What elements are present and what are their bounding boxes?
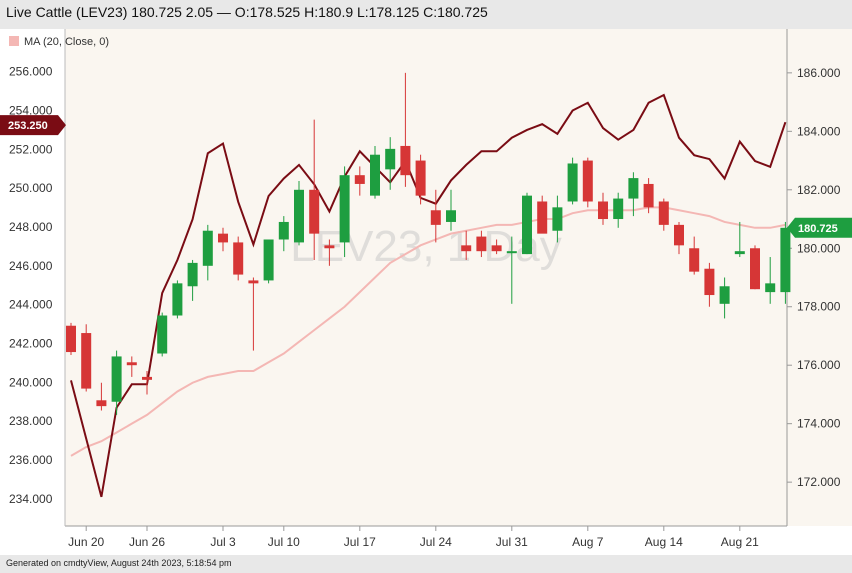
candle-body — [385, 148, 396, 170]
candle-body — [278, 221, 289, 240]
x-axis-tick-label: Jul 10 — [268, 535, 300, 549]
left-axis-tick-label: 234.000 — [9, 492, 53, 506]
left-axis-tick-label: 242.000 — [9, 337, 53, 351]
candle-body — [522, 195, 532, 255]
candle-body — [765, 283, 776, 293]
candle-body — [537, 201, 548, 234]
left-axis-tick-label: 254.000 — [9, 104, 53, 118]
chart-title: Live Cattle (LEV23) 180.725 2.05 — O:178… — [6, 4, 488, 20]
left-axis-tick-label: 248.000 — [9, 220, 53, 234]
candle-body — [674, 224, 684, 246]
candle-body — [233, 242, 244, 275]
candle-body — [780, 227, 791, 293]
x-axis-tick-label: Jul 24 — [420, 535, 452, 549]
candle-body — [142, 376, 152, 380]
overlay-line — [70, 93, 787, 498]
candle-body — [111, 356, 122, 402]
candle-body — [126, 362, 137, 366]
axis-ticks: 172.000 174.000 176.000 178.000 180.000 182.0… — [9, 65, 841, 549]
legend: MA (20, Close, 0) — [9, 36, 109, 48]
candle-body — [446, 210, 456, 222]
right-axis-tick-label: 182.000 — [797, 183, 841, 197]
right-axis-tick-label: 174.000 — [797, 417, 841, 431]
last-price-badge — [787, 217, 852, 238]
candle-body — [430, 210, 441, 225]
left-axis-tick-label: 252.000 — [9, 142, 53, 156]
legend-swatch — [9, 36, 19, 46]
candle-body — [81, 333, 92, 389]
right-axis-tick-label: 184.000 — [797, 124, 841, 138]
candle-body — [598, 201, 608, 220]
right-axis-tick-label: 176.000 — [797, 358, 841, 372]
candle-body — [400, 145, 411, 176]
candle-body — [643, 183, 654, 208]
candle-body — [476, 236, 487, 252]
candle-body — [324, 245, 335, 249]
left-axis-tick-label: 244.000 — [9, 298, 53, 312]
candle-body — [719, 286, 730, 304]
candle-body — [263, 239, 274, 281]
left-axis-tick-label: 246.000 — [9, 259, 53, 273]
price-chart[interactable]: LEV23, 1 Day 172.000 174.000 176.000 178.00… — [0, 29, 852, 555]
candle-body — [66, 325, 76, 353]
candle-body — [613, 198, 624, 220]
candle-body — [506, 251, 517, 254]
chart-watermark: LEV23, 1 Day — [290, 222, 562, 271]
right-axis-tick-label: 186.000 — [797, 66, 841, 80]
candle-body — [734, 251, 745, 255]
candle-body — [491, 245, 502, 252]
candle-body — [202, 230, 213, 266]
candle-body — [658, 201, 669, 225]
chart-area[interactable]: LEV23, 1 Day 172.000 174.000 176.000 178.00… — [0, 29, 852, 555]
overlay-value-label: 253.250 — [8, 120, 48, 132]
candle-body — [339, 175, 350, 243]
footer-credit: Generated on cmdtyView, August 24th 2023… — [6, 558, 232, 568]
candle-body — [370, 154, 380, 196]
candle-body — [218, 233, 228, 243]
left-axis-tick-label: 250.000 — [9, 181, 53, 195]
candle-body — [704, 268, 715, 296]
candle-body — [157, 315, 168, 354]
last-price-label: 180.725 — [798, 223, 838, 235]
overlay-value-badge — [0, 115, 66, 136]
overlay-layer — [70, 93, 787, 498]
candles-layer — [66, 72, 791, 415]
x-axis-tick-label: Jun 20 — [68, 535, 104, 549]
candle-body — [96, 400, 107, 407]
candle-body — [567, 163, 578, 202]
x-axis-tick-label: Aug 14 — [645, 535, 683, 549]
candle-body — [172, 283, 183, 316]
x-axis-tick-label: Aug 21 — [721, 535, 759, 549]
candle-body — [750, 248, 760, 290]
left-axis-tick-label: 236.000 — [9, 453, 53, 467]
candle-body — [248, 280, 259, 284]
x-axis-tick-label: Jul 17 — [344, 535, 376, 549]
right-axis-background — [787, 29, 852, 526]
candle-body — [415, 160, 426, 196]
x-axis-tick-label: Jul 31 — [496, 535, 528, 549]
right-axis-tick-label: 172.000 — [797, 475, 841, 489]
left-axis-tick-label: 240.000 — [9, 375, 53, 389]
x-axis-tick-label: Jun 26 — [129, 535, 165, 549]
candle-body — [689, 248, 700, 272]
legend-label: MA (20, Close, 0) — [24, 36, 109, 48]
candle-body — [628, 178, 639, 199]
candle-body — [461, 245, 472, 252]
x-axis-tick-label: Aug 7 — [572, 535, 604, 549]
left-axis-tick-label: 256.000 — [9, 65, 53, 79]
candle-body — [294, 189, 304, 243]
right-axis-tick-label: 180.000 — [797, 241, 841, 255]
candle-body — [354, 175, 365, 184]
candle-body — [187, 262, 198, 287]
badges: 180.725 253.250 — [0, 115, 852, 238]
plot-background — [65, 29, 787, 526]
right-axis-tick-label: 178.000 — [797, 300, 841, 314]
left-axis-tick-label: 238.000 — [9, 414, 53, 428]
x-axis-tick-label: Jul 3 — [210, 535, 236, 549]
candle-body — [309, 189, 320, 234]
candle-body — [552, 207, 563, 231]
candle-body — [582, 160, 593, 202]
